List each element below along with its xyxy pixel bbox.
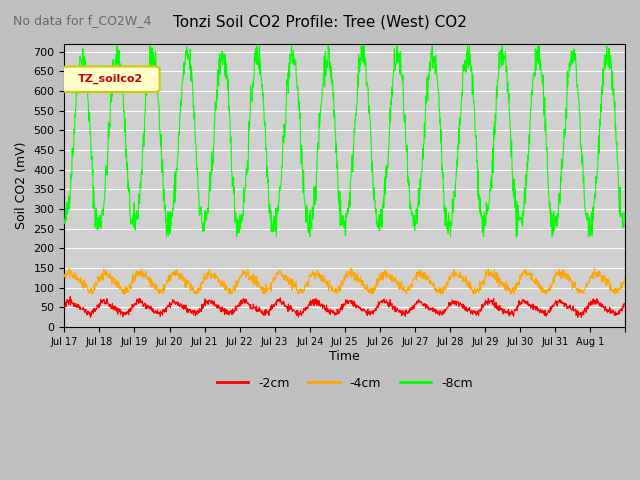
X-axis label: Time: Time	[330, 349, 360, 363]
Text: TZ_soilco2: TZ_soilco2	[77, 74, 143, 84]
Text: Tonzi Soil CO2 Profile: Tree (West) CO2: Tonzi Soil CO2 Profile: Tree (West) CO2	[173, 14, 467, 29]
Legend: -2cm, -4cm, -8cm: -2cm, -4cm, -8cm	[212, 372, 477, 395]
FancyBboxPatch shape	[61, 66, 160, 92]
Text: No data for f_CO2W_4: No data for f_CO2W_4	[13, 14, 151, 27]
Y-axis label: Soil CO2 (mV): Soil CO2 (mV)	[15, 142, 28, 229]
